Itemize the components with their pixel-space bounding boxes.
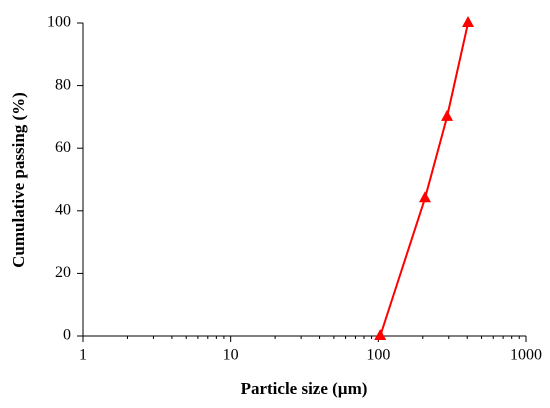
y-tick-label: 20: [55, 264, 71, 281]
x-tick-label: 100: [366, 347, 390, 364]
y-tick-label: 60: [55, 139, 71, 156]
data-point: [462, 16, 475, 27]
y-tick-label: 100: [47, 14, 71, 31]
x-axis-title: Particle size (µm): [241, 379, 368, 398]
y-tick-label: 80: [55, 76, 71, 93]
data-point: [374, 329, 387, 340]
data-point: [441, 109, 454, 121]
y-tick-label: 0: [63, 327, 71, 344]
x-tick-label: 10: [223, 347, 239, 364]
x-tick-label: 1000: [510, 347, 542, 364]
data-point: [418, 191, 431, 203]
y-tick-label: 40: [55, 201, 71, 218]
y-axis-title: Cumulative passing (%): [9, 92, 28, 268]
x-tick-label: 1: [79, 347, 87, 364]
data-line: [379, 22, 470, 337]
